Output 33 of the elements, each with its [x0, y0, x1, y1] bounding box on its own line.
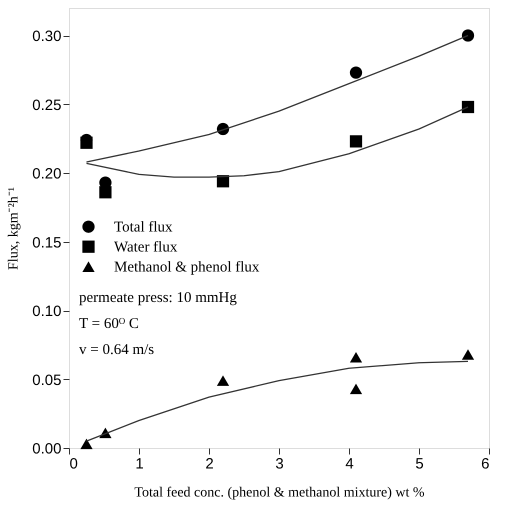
x-tick-label: 5: [415, 456, 424, 472]
point: [350, 352, 362, 363]
x-tick-label: 1: [135, 456, 144, 472]
annotation: permeate press: 10 mmHg: [79, 290, 238, 306]
point: [350, 135, 362, 148]
y-tick-label: 0.20: [32, 166, 62, 182]
legend-label: Total flux: [114, 220, 174, 236]
point: [216, 375, 230, 386]
y-tick-label: 0.30: [32, 28, 62, 45]
annotation: T = 60ᴼ C: [79, 316, 139, 332]
x-tick-label: 2: [205, 456, 214, 472]
point: [99, 186, 112, 198]
y-tick-label: 0.00: [32, 440, 62, 458]
point: [462, 100, 474, 114]
x-tick-label: 6: [481, 456, 490, 472]
legend-label: Water flux: [114, 240, 178, 256]
point: [462, 29, 474, 42]
x-tick-label: 4: [345, 456, 354, 472]
annotation: v = 0.64 m/s: [79, 342, 154, 358]
point: [80, 136, 93, 149]
x-axis-title: Total feed conc. (phenol & methanol mixture) wt %: [134, 486, 425, 500]
y-tick-label: 0.25: [32, 96, 62, 114]
x-tick-label: 3: [275, 456, 284, 472]
point: [350, 384, 362, 394]
y-tick-label: 0.15: [32, 234, 62, 252]
point: [462, 349, 474, 360]
point: [80, 438, 93, 450]
y-tick-label: 0.10: [32, 303, 62, 320]
y-axis-title: Flux, kgm⁻²h⁻¹: [6, 187, 22, 270]
point: [350, 66, 362, 79]
legend-label: Methanol & phenol flux: [114, 260, 260, 276]
y-tick-label: 0.05: [32, 372, 62, 389]
x-tick-label: 0: [70, 456, 78, 472]
